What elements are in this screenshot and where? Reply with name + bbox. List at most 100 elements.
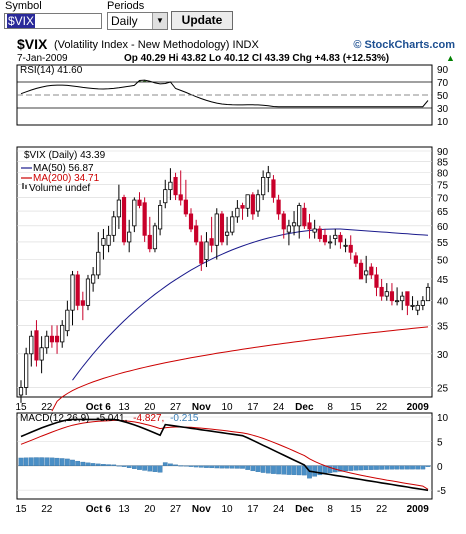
update-button[interactable]: Update <box>171 11 233 30</box>
candle <box>358 259 364 280</box>
macd-hist-bar <box>405 465 410 470</box>
candle <box>34 320 39 367</box>
x-axis-label: Dec <box>295 504 314 515</box>
x-axis-label: 20 <box>144 504 156 515</box>
x-axis-label: Dec <box>295 402 314 413</box>
x-axis-label: 22 <box>41 402 53 413</box>
price-tick-label: 80 <box>437 169 449 180</box>
candle <box>266 165 271 193</box>
periods-select[interactable]: Daily ▼ <box>107 12 168 30</box>
macd-hist-bar <box>111 464 117 466</box>
candle <box>116 184 121 229</box>
macd-tick-label: 10 <box>437 413 449 424</box>
macd-hist-bar <box>59 458 65 466</box>
candle <box>158 200 163 236</box>
macd-hist-bar <box>353 465 359 471</box>
chart-date: 7-Jan-2009 <box>17 53 68 64</box>
candle <box>18 380 24 403</box>
rsi-tick-label: 10 <box>437 117 449 128</box>
macd-hist-bar <box>379 465 384 470</box>
macd-tick-label: 0 <box>437 462 443 473</box>
macd-hist-bar <box>44 457 50 466</box>
macd-hist-bar <box>95 463 101 466</box>
x-axis-label: 22 <box>41 504 53 515</box>
rsi-tick-label: 30 <box>437 104 449 115</box>
candle <box>91 267 96 292</box>
rsi-tick-label: 70 <box>437 78 449 89</box>
macd-hist-bar <box>39 457 44 466</box>
candle <box>425 283 431 302</box>
price-tick-label: 90 <box>437 147 449 158</box>
macd-hist-bar <box>162 462 168 466</box>
price-tick-label: 40 <box>437 297 449 308</box>
macd-hist-bar <box>338 465 343 472</box>
x-axis-label: 13 <box>118 504 130 515</box>
rsi-tick-label: 90 <box>437 65 449 76</box>
macd-hist-bar <box>358 465 364 471</box>
candle <box>379 278 384 301</box>
stock-chart: $VIX (Volatility Index - New Methodology… <box>15 36 455 515</box>
macd-hist-bar <box>204 465 209 468</box>
candle <box>188 208 194 233</box>
price-tick-label: 70 <box>437 193 449 204</box>
candle <box>147 216 152 253</box>
candle <box>173 172 178 201</box>
x-axis-label: 10 <box>222 402 234 413</box>
macd-line <box>20 418 429 492</box>
candle <box>54 325 60 354</box>
rsi-overbought-fill <box>136 80 173 82</box>
x-axis-label: 13 <box>118 402 130 413</box>
macd-hist-bar <box>131 465 137 469</box>
macd-hist-bar <box>219 465 225 469</box>
symbol-input[interactable]: $VIX <box>4 13 102 29</box>
symbol-label: Symbol <box>5 0 42 12</box>
macd-hist-bar <box>229 465 235 469</box>
macd-hist-bar <box>363 465 369 471</box>
candle <box>312 219 317 239</box>
macd-hist-bar <box>188 465 194 467</box>
ma50-line <box>72 228 429 381</box>
macd-hist-bar <box>415 465 421 470</box>
macd-hist-bar <box>425 465 431 467</box>
macd-hist-bar <box>34 457 39 466</box>
x-axis-label: 15 <box>15 504 27 515</box>
candle <box>60 320 65 348</box>
candle <box>364 255 369 284</box>
candle <box>317 225 322 242</box>
price-tick-label: 30 <box>437 350 449 361</box>
macd-hist-bar <box>348 465 354 471</box>
candle <box>183 179 188 217</box>
candle <box>85 274 91 311</box>
macd-hist-bar <box>173 464 178 466</box>
x-axis-label: 15 <box>350 504 362 515</box>
candle <box>276 194 281 220</box>
macd-hist-bar <box>394 465 400 470</box>
x-axis-label: 15 <box>15 402 27 413</box>
candle <box>400 291 405 311</box>
periods-label: Periods <box>107 0 145 12</box>
macd-hist-bar <box>374 465 379 470</box>
macd-panel: 10 5 0 -5 MACD(12,26,9) -5.041, -4.827, -0.… <box>16 412 449 500</box>
ma200-line <box>51 326 429 412</box>
candle <box>80 291 85 321</box>
candle <box>106 225 111 253</box>
chevron-down-icon[interactable]: ▼ <box>152 13 167 29</box>
candle <box>245 194 250 217</box>
candle <box>24 347 29 395</box>
candle <box>132 197 137 233</box>
x-axis-label: 8 <box>327 504 333 515</box>
macd-legend: MACD(12,26,9) -5.041, -4.827, -0.215 <box>20 413 199 424</box>
macd-hist-bar <box>327 465 333 473</box>
candle <box>405 291 410 316</box>
x-axis-label: 17 <box>247 504 259 515</box>
candle <box>255 189 261 217</box>
candle <box>111 211 116 242</box>
macd-hist-bar <box>101 464 106 466</box>
macd-hist-bar <box>116 465 122 467</box>
x-axis-label: 15 <box>350 402 362 413</box>
x-axis-label: 20 <box>144 402 156 413</box>
macd-hist-bar <box>193 465 199 468</box>
x-axis-label: 17 <box>247 402 259 413</box>
chart-title: (Volatility Index - New Methodology) IND… <box>54 39 259 51</box>
